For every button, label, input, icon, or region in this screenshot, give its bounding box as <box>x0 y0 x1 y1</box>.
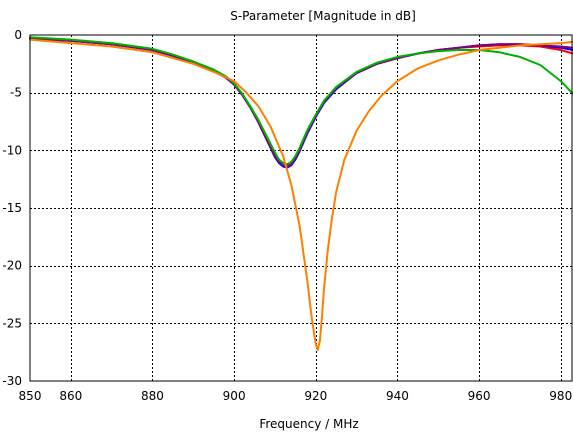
x-tick-label-4: 920 <box>304 389 327 403</box>
x-tick-label-7: 980 <box>549 389 572 403</box>
series-group <box>29 36 573 351</box>
plot-frame <box>29 34 573 382</box>
x-axis-title: Frequency / MHz <box>259 417 358 431</box>
series-line-4 <box>29 38 573 351</box>
y-tick-label-4: -20 <box>2 259 22 273</box>
x-tick-labels: 850 860 880 900 920 940 960 980 <box>19 389 573 403</box>
chart-title: S-Parameter [Magnitude in dB] <box>230 9 416 23</box>
y-tick-label-6: -30 <box>2 374 22 388</box>
y-tick-labels: 0 -5 -10 -15 -20 -25 -30 <box>2 28 22 388</box>
x-tick-label-6: 960 <box>468 389 491 403</box>
x-tick-label-1: 860 <box>59 389 82 403</box>
x-tick-label-0: 850 <box>19 389 42 403</box>
x-tick-label-3: 900 <box>223 389 246 403</box>
y-tick-label-5: -25 <box>2 316 22 330</box>
series-line-3 <box>29 36 573 166</box>
series-line-2 <box>29 37 573 168</box>
x-tick-label-5: 940 <box>386 389 409 403</box>
y-tick-label-2: -10 <box>2 143 22 157</box>
y-tick-label-3: -15 <box>2 201 22 215</box>
x-tick-label-2: 880 <box>141 389 164 403</box>
y-tick-label-0: 0 <box>14 28 22 42</box>
y-tick-label-1: -5 <box>10 86 22 100</box>
grid <box>30 35 573 381</box>
